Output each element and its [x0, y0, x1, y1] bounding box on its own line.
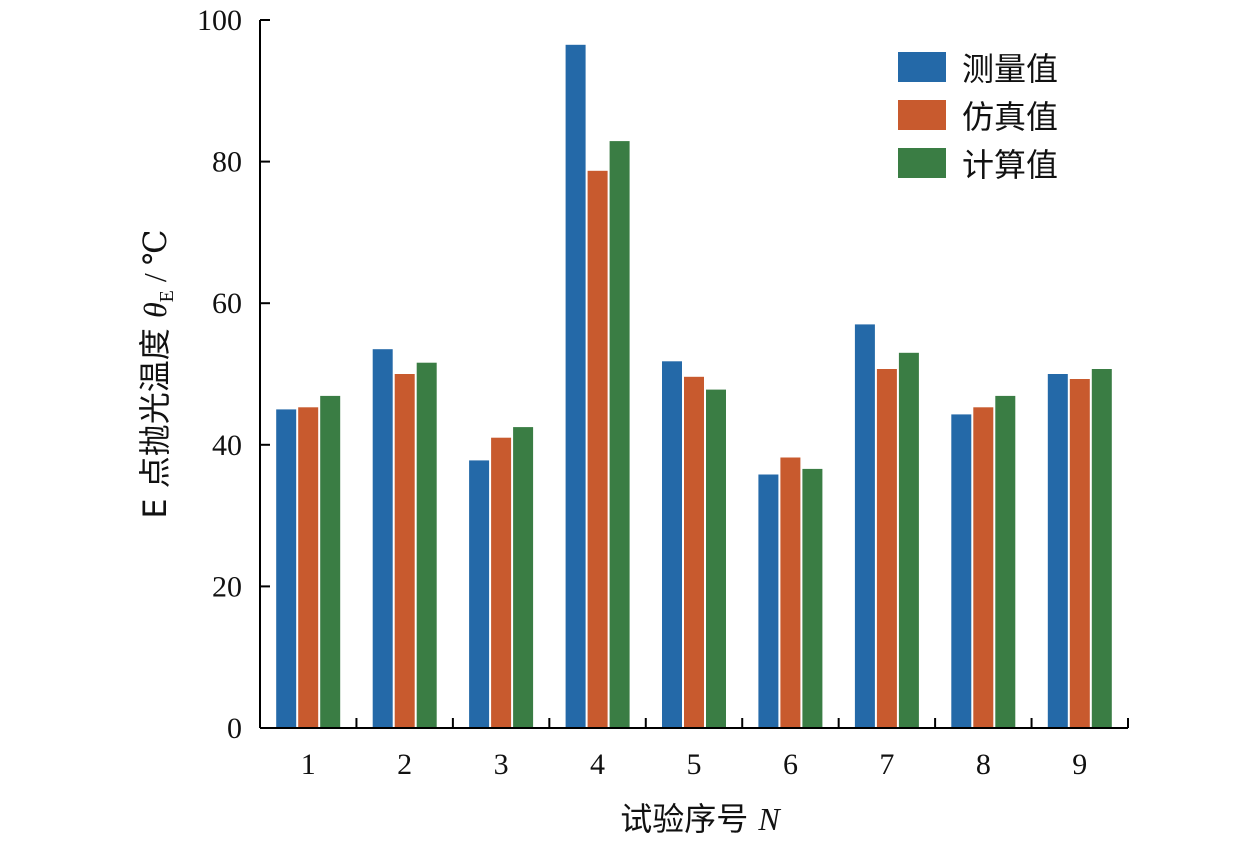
legend-label-2: 计算值 [962, 146, 1058, 184]
x-tick-label: 5 [687, 748, 702, 781]
y-axis-title: E 点抛光温度 θE / ℃ [136, 229, 178, 518]
bars-group [276, 44, 1112, 729]
x-ticks-group: 1 2 3 4 5 6 7 8 9 [259, 718, 1129, 781]
legend-swatch-1 [898, 100, 946, 130]
bar-8-1 [973, 407, 994, 728]
bar-7-0 [854, 324, 875, 728]
bar-4-0 [565, 44, 586, 729]
bar-9-0 [1047, 374, 1068, 728]
y-axis-symbol: θ [137, 302, 173, 318]
axes-group [259, 20, 1128, 729]
x-tick-label: 3 [494, 748, 509, 781]
x-tick-label: 6 [783, 748, 798, 781]
y-tick-label: 0 [227, 712, 242, 745]
x-tick-label: 9 [1072, 748, 1087, 781]
y-axis-title-text: E 点抛光温度 [136, 318, 174, 519]
x-tick-label: 2 [397, 748, 412, 781]
bar-8-0 [951, 414, 972, 728]
bar-2-1 [394, 374, 415, 728]
bar-2-0 [372, 349, 393, 728]
y-tick-label: 60 [212, 287, 242, 320]
bar-9-2 [1091, 369, 1112, 728]
y-axis-subscript: E [156, 290, 178, 302]
bar-2-2 [416, 362, 437, 728]
bar-1-0 [276, 409, 297, 728]
y-ticks-group: 0 20 40 60 80 100 [197, 4, 270, 745]
x-axis-title-text: 试验序号 [620, 800, 758, 838]
bar-3-1 [491, 437, 512, 728]
x-axis-symbol: N [757, 801, 781, 837]
bar-4-1 [587, 170, 608, 729]
y-tick-label: 40 [212, 429, 242, 462]
x-tick-label: 7 [879, 748, 894, 781]
y-tick-label: 80 [212, 146, 242, 179]
bar-1-2 [320, 395, 341, 728]
legend-swatch-0 [898, 52, 946, 82]
legend-label-0: 测量值 [962, 50, 1058, 88]
bar-5-1 [684, 376, 704, 728]
y-axis-unit: / ℃ [137, 229, 173, 290]
bar-4-2 [609, 141, 630, 729]
bar-6-2 [802, 468, 823, 728]
bar-3-0 [469, 460, 490, 728]
bar-5-2 [706, 389, 726, 728]
bar-7-2 [898, 352, 919, 728]
legend-label-1: 仿真值 [962, 98, 1058, 136]
bar-9-1 [1069, 379, 1090, 728]
bar-7-1 [876, 369, 897, 728]
bar-5-0 [662, 361, 682, 728]
bar-8-2 [995, 395, 1016, 728]
y-tick-label: 100 [197, 4, 242, 37]
x-tick-label: 8 [976, 748, 991, 781]
x-tick-label: 1 [301, 748, 316, 781]
bar-3-2 [513, 427, 534, 728]
bar-6-1 [780, 457, 801, 728]
bar-1-1 [298, 407, 319, 728]
x-tick-label: 4 [590, 748, 605, 781]
x-axis-title: 试验序号 N [620, 800, 781, 838]
legend-swatch-2 [898, 148, 946, 178]
y-tick-label: 20 [212, 570, 242, 603]
bar-6-0 [758, 474, 779, 728]
